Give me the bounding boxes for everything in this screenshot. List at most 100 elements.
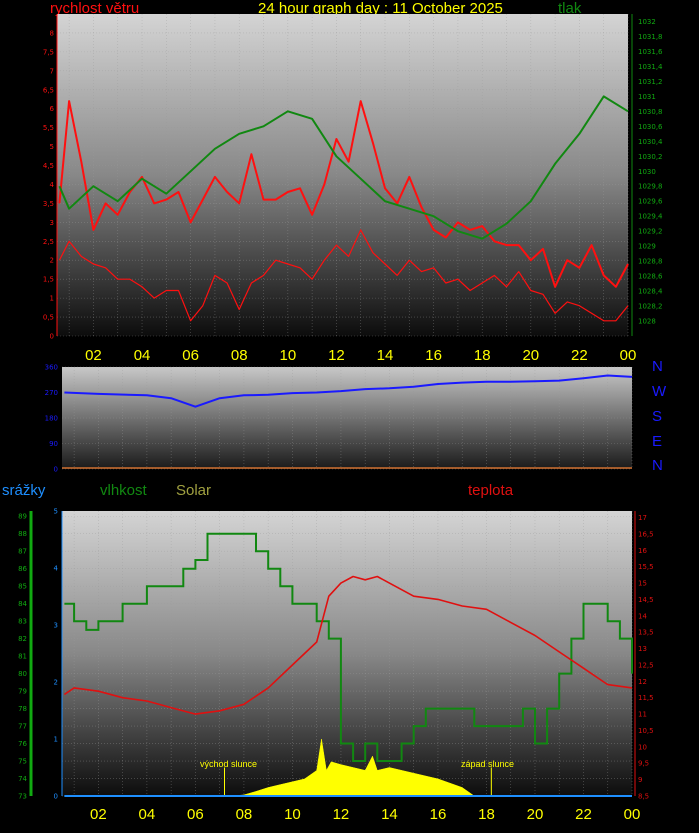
temp-y-tick-12: 14,5 bbox=[638, 596, 654, 604]
hum-x-tick-3: 08 bbox=[236, 806, 253, 823]
temp-y-tick-4: 10,5 bbox=[638, 727, 654, 735]
pressure-y-tick-0: 1028 bbox=[638, 318, 656, 326]
pressure-y-tick-1: 1028,2 bbox=[638, 303, 663, 311]
pressure-y-tick-3: 1028,6 bbox=[638, 273, 663, 281]
wind-y-tick-16: 8 bbox=[50, 29, 54, 37]
pressure-y-tick-9: 1029,8 bbox=[638, 183, 663, 191]
hum-x-tick-6: 14 bbox=[381, 806, 398, 823]
pressure-y-tick-19: 1031,8 bbox=[638, 33, 663, 41]
rain-y-tick-5: 5 bbox=[54, 508, 58, 516]
humidity-y-tick-1: 74 bbox=[18, 775, 27, 783]
humidity-y-tick-4: 77 bbox=[18, 723, 27, 731]
sunrise-label: východ slunce bbox=[200, 759, 257, 769]
dir-y-tick-3: 270 bbox=[45, 389, 58, 397]
wind-y-tick-13: 6,5 bbox=[43, 86, 54, 94]
temp-y-tick-16: 16,5 bbox=[638, 530, 654, 538]
humidity-y-tick-0: 73 bbox=[18, 793, 27, 801]
wind-y-tick-14: 7 bbox=[50, 67, 54, 75]
rain-y-tick-3: 3 bbox=[54, 622, 58, 630]
temperature-line bbox=[63, 575, 633, 715]
humidity-y-tick-14: 87 bbox=[18, 548, 27, 556]
temp-y-tick-6: 11,5 bbox=[638, 694, 654, 702]
wind-y-tick-1: 0,5 bbox=[43, 314, 54, 322]
humidity-y-tick-8: 81 bbox=[18, 653, 27, 661]
temp-y-tick-11: 14 bbox=[638, 612, 647, 620]
temp-y-tick-13: 15 bbox=[638, 580, 647, 588]
hum-x-tick-5: 12 bbox=[333, 806, 350, 823]
humidity-y-tick-10: 83 bbox=[18, 618, 27, 626]
wind-y-tick-12: 6 bbox=[50, 105, 55, 113]
solar-area bbox=[64, 738, 632, 797]
hum-x-tick-7: 16 bbox=[430, 806, 447, 823]
dir-y-tick-1: 90 bbox=[49, 440, 58, 448]
wind-y-tick-5: 2,5 bbox=[43, 238, 54, 246]
humidity-y-tick-16: 89 bbox=[18, 513, 27, 521]
wind-x-tick-0: 02 bbox=[85, 347, 102, 364]
humidity-y-tick-3: 76 bbox=[18, 740, 27, 748]
dir-y-tick-2: 180 bbox=[45, 415, 58, 423]
wind-y-tick-11: 5,5 bbox=[43, 124, 54, 132]
wind-y-tick-0: 0 bbox=[50, 333, 54, 341]
pressure-y-tick-17: 1031,4 bbox=[638, 63, 663, 71]
temp-y-tick-7: 12 bbox=[638, 678, 647, 686]
wind-x-tick-6: 14 bbox=[377, 347, 394, 364]
hum-x-tick-8: 18 bbox=[478, 806, 495, 823]
pressure-y-tick-18: 1031,6 bbox=[638, 48, 663, 56]
hum-x-tick-4: 10 bbox=[284, 806, 301, 823]
pressure-y-tick-16: 1031,2 bbox=[638, 78, 663, 86]
pressure-y-tick-15: 1031 bbox=[638, 93, 656, 101]
compass-n-top: N bbox=[652, 358, 663, 375]
wind-y-tick-6: 3 bbox=[50, 219, 54, 227]
chart-title: 24 hour graph day : 11 October 2025 bbox=[258, 0, 503, 17]
hum-x-tick-10: 22 bbox=[575, 806, 592, 823]
solar-label: Solar bbox=[176, 482, 212, 499]
humidity-y-tick-11: 84 bbox=[18, 600, 27, 608]
wind-y-tick-2: 1 bbox=[50, 295, 54, 303]
humidity-y-tick-12: 85 bbox=[18, 583, 27, 591]
wind-x-tick-11: 00 bbox=[620, 347, 637, 364]
pressure-y-tick-2: 1028,4 bbox=[638, 288, 663, 296]
pressure-y-tick-13: 1030,6 bbox=[638, 123, 663, 131]
hum-x-tick-1: 04 bbox=[139, 806, 156, 823]
wind-x-tick-8: 18 bbox=[474, 347, 491, 364]
temp-y-tick-3: 10 bbox=[638, 743, 647, 751]
rain-y-tick-2: 2 bbox=[54, 679, 58, 687]
wind-gust-line bbox=[58, 229, 629, 322]
wind-y-tick-10: 5 bbox=[50, 143, 54, 151]
temp-y-tick-15: 16 bbox=[638, 547, 647, 555]
pressure-y-tick-11: 1030,2 bbox=[638, 153, 663, 161]
pressure-y-tick-4: 1028,8 bbox=[638, 258, 663, 266]
wind-x-tick-7: 16 bbox=[425, 347, 442, 364]
compass-e: E bbox=[652, 433, 663, 450]
rain-y-tick-4: 4 bbox=[54, 565, 59, 573]
temp-y-tick-8: 12,5 bbox=[638, 661, 654, 669]
dir-y-tick-0: 0 bbox=[54, 466, 58, 474]
pressure-y-tick-6: 1029,2 bbox=[638, 228, 663, 236]
pressure-y-tick-14: 1030,8 bbox=[638, 108, 663, 116]
temp-y-tick-2: 9,5 bbox=[638, 760, 649, 768]
wind-y-tick-8: 4 bbox=[50, 181, 55, 189]
wind-y-tick-3: 1,5 bbox=[43, 276, 54, 284]
wind-x-tick-9: 20 bbox=[522, 347, 539, 364]
pressure-label: tlak bbox=[558, 0, 582, 17]
temp-y-tick-14: 15,5 bbox=[638, 563, 654, 571]
pressure-y-tick-7: 1029,4 bbox=[638, 213, 663, 221]
humidity-panel-bg bbox=[62, 511, 632, 796]
compass-w: W bbox=[652, 383, 667, 400]
wind-x-tick-1: 04 bbox=[134, 347, 151, 364]
humidity-y-tick-2: 75 bbox=[18, 758, 27, 766]
rain-label: srážky bbox=[2, 482, 46, 499]
rain-y-tick-1: 1 bbox=[54, 736, 58, 744]
wind-x-tick-3: 08 bbox=[231, 347, 248, 364]
wind-y-tick-15: 7,5 bbox=[43, 48, 54, 56]
wind-speed-line bbox=[58, 100, 629, 288]
temp-y-tick-0: 8,5 bbox=[638, 793, 649, 801]
humidity-y-tick-6: 79 bbox=[18, 688, 27, 696]
wind-direction-line bbox=[64, 374, 633, 408]
pressure-line bbox=[58, 95, 629, 240]
wind-y-tick-9: 4,5 bbox=[43, 162, 54, 170]
wind-y-tick-7: 3,5 bbox=[43, 200, 54, 208]
wind-x-tick-2: 06 bbox=[182, 347, 199, 364]
wind-x-tick-5: 12 bbox=[328, 347, 345, 364]
